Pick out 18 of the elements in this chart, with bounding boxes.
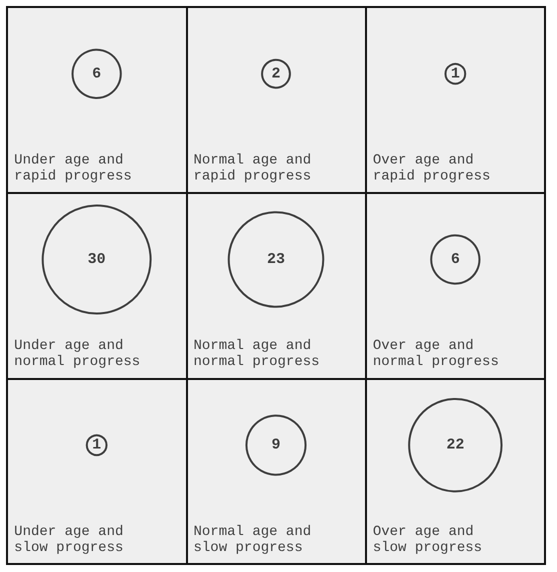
data-label: 22 bbox=[446, 436, 464, 454]
category-label: Over age and normal progress bbox=[372, 338, 499, 370]
data-label: 6 bbox=[92, 65, 102, 82]
data-label: 30 bbox=[88, 251, 106, 268]
category-label: Over age and rapid progress bbox=[372, 152, 490, 185]
data-label: 6 bbox=[450, 251, 460, 268]
data-label: 23 bbox=[266, 251, 286, 268]
data-label: 9 bbox=[271, 436, 281, 454]
category-label: Under age and normal progress bbox=[14, 338, 140, 370]
category-label: Normal age and slow progress bbox=[194, 524, 320, 556]
category-label: Under age and slow progress bbox=[14, 524, 132, 556]
category-label: Normal age and normal progress bbox=[194, 338, 320, 370]
data-label: 2 bbox=[271, 65, 281, 82]
category-label: Normal age and rapid progress bbox=[194, 152, 320, 185]
data-label: 1 bbox=[450, 65, 460, 82]
data-label: 1 bbox=[92, 436, 102, 454]
category-label: Under age and rapid progress bbox=[14, 152, 132, 185]
category-label: Over age and slow progress bbox=[372, 524, 482, 556]
